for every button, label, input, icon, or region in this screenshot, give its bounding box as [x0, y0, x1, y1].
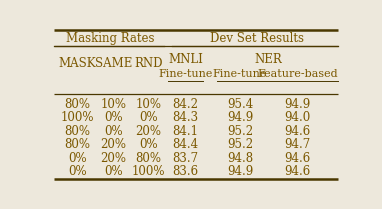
Text: 0%: 0% [104, 165, 123, 178]
Text: 94.8: 94.8 [227, 152, 253, 165]
Text: 84.3: 84.3 [173, 111, 199, 124]
Text: 94.9: 94.9 [284, 98, 311, 111]
Text: 83.7: 83.7 [173, 152, 199, 165]
Text: 20%: 20% [136, 125, 162, 138]
Text: Feature-based: Feature-based [257, 69, 338, 79]
Text: 83.6: 83.6 [173, 165, 199, 178]
Text: 94.9: 94.9 [227, 111, 253, 124]
Text: Fine-tune: Fine-tune [213, 69, 267, 79]
Text: 94.0: 94.0 [284, 111, 311, 124]
Text: SAME: SAME [95, 57, 132, 70]
Text: 94.7: 94.7 [284, 138, 311, 151]
Text: 80%: 80% [64, 138, 90, 151]
Text: 0%: 0% [68, 165, 86, 178]
Text: 80%: 80% [64, 125, 90, 138]
Text: Masking Rates: Masking Rates [65, 32, 154, 45]
Text: 94.9: 94.9 [227, 165, 253, 178]
Text: 95.2: 95.2 [227, 138, 253, 151]
Text: 80%: 80% [136, 152, 162, 165]
Text: 95.2: 95.2 [227, 125, 253, 138]
Text: 20%: 20% [100, 152, 126, 165]
Text: 20%: 20% [100, 138, 126, 151]
Text: 80%: 80% [64, 98, 90, 111]
Text: RND: RND [134, 57, 163, 70]
Text: 84.1: 84.1 [173, 125, 199, 138]
Text: 0%: 0% [104, 111, 123, 124]
Text: 10%: 10% [136, 98, 162, 111]
Text: Dev Set Results: Dev Set Results [210, 32, 304, 45]
Text: 0%: 0% [68, 152, 86, 165]
Text: NER: NER [255, 53, 283, 66]
Text: 100%: 100% [60, 111, 94, 124]
Text: 94.6: 94.6 [284, 125, 311, 138]
Text: Fine-tune: Fine-tune [159, 69, 213, 79]
Text: MNLI: MNLI [168, 53, 203, 66]
Text: 0%: 0% [104, 125, 123, 138]
Text: 10%: 10% [100, 98, 126, 111]
Text: 0%: 0% [139, 111, 158, 124]
Text: 94.6: 94.6 [284, 152, 311, 165]
Text: 100%: 100% [132, 165, 165, 178]
Text: MASK: MASK [58, 57, 96, 70]
Text: 0%: 0% [139, 138, 158, 151]
Text: 84.2: 84.2 [173, 98, 199, 111]
Text: 84.4: 84.4 [173, 138, 199, 151]
Text: 95.4: 95.4 [227, 98, 253, 111]
Text: 94.6: 94.6 [284, 165, 311, 178]
